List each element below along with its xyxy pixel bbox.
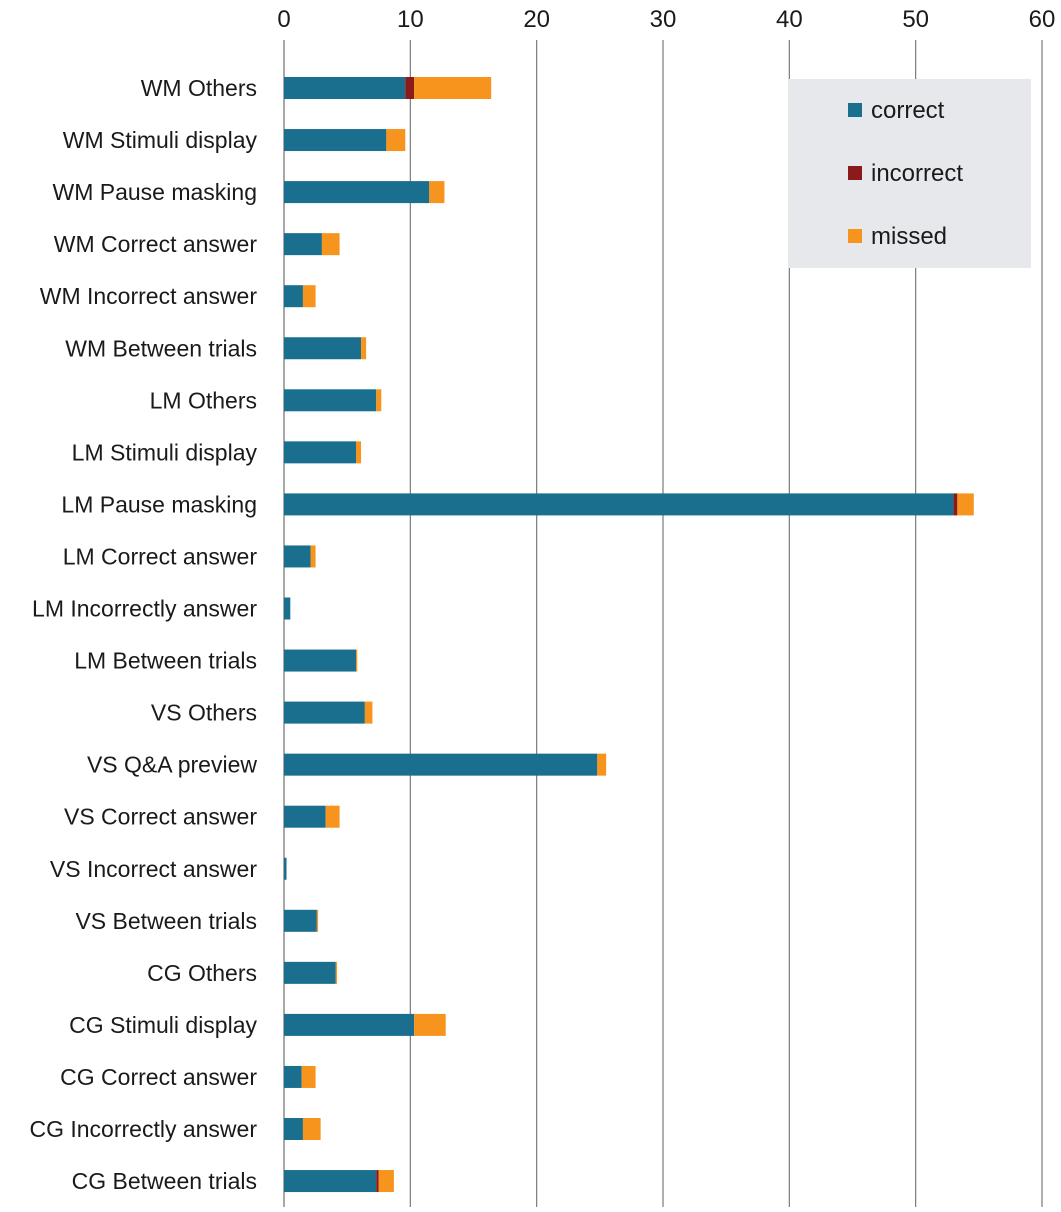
x-tick-label: 40	[776, 6, 803, 33]
legend-box	[788, 79, 1031, 268]
bar-segment-missed	[302, 1118, 321, 1140]
bar-segment-missed	[316, 909, 319, 932]
bar-segment-missed	[414, 1013, 446, 1036]
x-tick-label: 10	[397, 6, 424, 33]
legend-swatch	[848, 103, 862, 117]
bar-segment-correct	[284, 649, 357, 672]
bars	[284, 77, 974, 1193]
category-label: LM Correct answer	[63, 543, 258, 569]
bar-segment-missed	[356, 441, 362, 464]
category-label: CG Correct answer	[60, 1064, 257, 1090]
x-tick-label: 60	[1029, 6, 1056, 33]
bar-segment-missed	[335, 961, 338, 984]
bar-segment-missed	[361, 337, 367, 360]
x-axis-ticks: 0 10 20 30 40 50 60	[277, 6, 1055, 33]
category-label: VS Correct answer	[64, 804, 257, 830]
x-tick-label: 30	[650, 6, 677, 33]
bar-segment-correct	[284, 493, 954, 516]
category-label: LM Between trials	[74, 648, 257, 674]
bar-segment-correct	[284, 701, 365, 724]
bar-segment-missed	[376, 389, 382, 412]
bar-segment-missed	[302, 285, 316, 308]
bar-segment-correct	[284, 909, 317, 932]
category-label: WM Incorrect answer	[40, 283, 258, 309]
bar-segment-missed	[957, 493, 974, 516]
bar-segment-correct	[284, 129, 387, 152]
category-label: LM Incorrectly answer	[32, 596, 257, 622]
category-label: VS Others	[151, 700, 257, 726]
bar-segment-missed	[364, 701, 373, 724]
bar-segment-incorrect	[405, 77, 415, 99]
category-label: WM Stimuli display	[63, 127, 258, 153]
bar-segment-missed	[356, 649, 358, 672]
bar-segment-correct	[284, 181, 430, 204]
category-labels: WM Others WM Stimuli display WM Pause mask…	[29, 75, 257, 1194]
bar-segment-correct	[284, 337, 362, 360]
category-label: CG Between trials	[72, 1168, 257, 1194]
bar-segment-correct	[284, 805, 326, 828]
category-label: WM Between trials	[65, 335, 257, 361]
bar-segment-correct	[284, 753, 598, 776]
category-label: CG Others	[147, 960, 257, 986]
legend: correct incorrect missed	[788, 79, 1031, 268]
bar-segment-missed	[321, 233, 340, 256]
bar-segment-missed	[378, 1170, 394, 1193]
legend-label: missed	[871, 223, 947, 250]
bar-segment-correct	[284, 1170, 377, 1193]
x-tick-label: 0	[277, 6, 290, 33]
bar-segment-missed	[310, 545, 316, 568]
legend-label: correct	[871, 97, 945, 124]
category-label: VS Q&A preview	[87, 752, 257, 778]
bar-segment-correct	[284, 233, 322, 256]
bar-segment-correct	[284, 285, 303, 308]
bar-segment-missed	[429, 181, 445, 204]
bar-segment-correct	[284, 1118, 303, 1140]
legend-swatch	[848, 166, 862, 180]
bar-segment-correct	[284, 1065, 302, 1088]
category-label: LM Others	[150, 387, 257, 413]
bar-segment-correct	[284, 597, 291, 620]
legend-swatch	[848, 229, 862, 243]
bar-segment-missed	[597, 753, 607, 776]
category-label: LM Pause masking	[61, 491, 257, 517]
category-label: VS Incorrect answer	[50, 856, 257, 882]
bar-segment-correct	[284, 77, 406, 99]
bar-segment-missed	[414, 77, 492, 99]
category-label: VS Between trials	[75, 908, 257, 934]
bar-segment-missed	[301, 1065, 316, 1088]
x-tick-label: 20	[523, 6, 550, 33]
bar-segment-correct	[284, 1013, 415, 1036]
category-label: WM Others	[141, 75, 257, 101]
category-label: LM Stimuli display	[72, 439, 258, 465]
bar-segment-missed	[325, 805, 340, 828]
x-tick-label: 50	[902, 6, 929, 33]
category-label: CG Incorrectly answer	[29, 1116, 257, 1142]
bar-segment-correct	[284, 545, 311, 568]
category-label: WM Pause masking	[52, 179, 257, 205]
bar-segment-correct	[284, 961, 336, 984]
bar-segment-correct	[284, 441, 357, 464]
category-label: WM Correct answer	[54, 231, 258, 257]
bar-segment-correct	[284, 389, 377, 412]
bar-segment-incorrect	[376, 1170, 379, 1193]
legend-label: incorrect	[871, 160, 963, 187]
bar-segment-correct	[284, 857, 287, 880]
bar-segment-incorrect	[953, 493, 958, 516]
category-label: CG Stimuli display	[69, 1012, 257, 1038]
bar-segment-missed	[386, 129, 406, 152]
